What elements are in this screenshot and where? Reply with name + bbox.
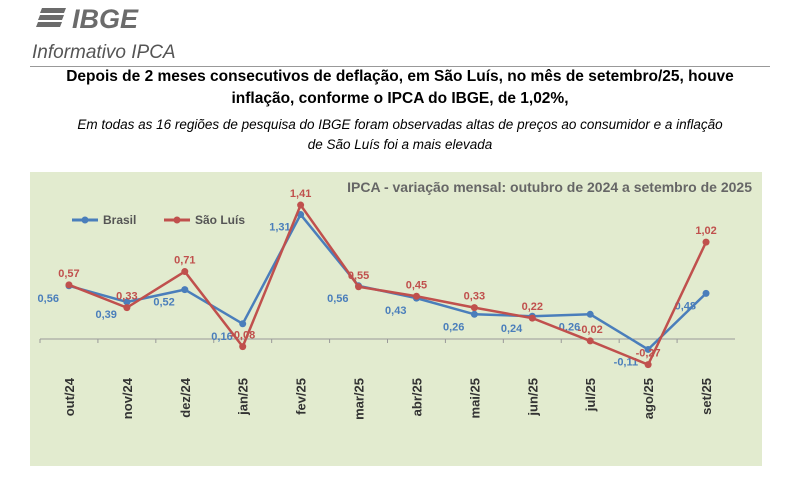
- x-tick-label: nov/24: [120, 377, 135, 419]
- data-label: 0,57: [58, 268, 79, 280]
- x-tick-label: set/25: [699, 378, 714, 415]
- data-point: [297, 211, 305, 219]
- data-point: [702, 289, 710, 297]
- data-label: 0,26: [443, 321, 464, 333]
- data-point: [297, 201, 305, 209]
- x-tick-label: mai/25: [467, 378, 482, 418]
- chart-title: IPCA - variação mensal: outubro de 2024 …: [347, 179, 752, 195]
- data-point: [412, 292, 420, 300]
- data-label: 1,02: [695, 225, 716, 237]
- x-tick-label: dez/24: [178, 377, 193, 418]
- divider: [30, 66, 770, 67]
- data-label: 0,71: [174, 255, 195, 267]
- x-tick-label: ago/25: [641, 378, 656, 419]
- data-label: -0,02: [578, 324, 603, 336]
- data-point: [528, 312, 536, 320]
- x-tick-label: jun/25: [525, 378, 540, 417]
- data-label: -0,27: [636, 348, 661, 360]
- legend-marker: [81, 216, 89, 224]
- data-point: [702, 238, 710, 246]
- data-point: [65, 282, 73, 290]
- logo: IBGE: [36, 4, 139, 34]
- data-point: [355, 282, 363, 290]
- data-point: [239, 343, 247, 351]
- data-point: [470, 304, 478, 312]
- legend-label: Brasil: [103, 213, 136, 227]
- legend-label: São Luís: [195, 213, 245, 227]
- data-label: 0,22: [522, 301, 543, 313]
- data-point: [65, 281, 73, 289]
- data-label: 0,56: [327, 293, 348, 305]
- data-label: -0,08: [230, 330, 255, 342]
- x-tick-label: out/24: [62, 377, 77, 416]
- data-point: [181, 268, 189, 276]
- logo-icon: [36, 8, 66, 27]
- data-label: 0,48: [675, 300, 696, 312]
- data-label: 0,43: [385, 305, 406, 317]
- data-point: [586, 337, 594, 345]
- data-label: 0,39: [95, 309, 116, 321]
- data-label: 0,33: [116, 291, 137, 303]
- data-label: 0,52: [153, 297, 174, 309]
- data-point: [644, 361, 652, 369]
- data-point: [528, 314, 536, 322]
- data-label: 1,41: [290, 188, 311, 200]
- data-point: [123, 304, 131, 312]
- x-tick-label: jul/25: [583, 378, 598, 412]
- x-tick-label: mar/25: [352, 378, 367, 420]
- series-line: [68, 212, 707, 352]
- data-label: 0,33: [464, 291, 485, 303]
- data-label: 0,24: [501, 323, 523, 335]
- data-point: [123, 298, 131, 306]
- subtitle: de São Luís foi a mais elevada: [307, 137, 493, 152]
- data-point: [644, 345, 652, 353]
- x-tick-label: abr/25: [409, 378, 424, 416]
- data-point: [470, 310, 478, 318]
- data-point: [239, 320, 247, 328]
- logo-text: IBGE: [72, 4, 139, 34]
- chart-background: [30, 172, 762, 466]
- section-title: Informativo IPCA: [32, 42, 176, 63]
- x-tick-label: fev/25: [294, 378, 309, 415]
- data-label: 0,45: [406, 279, 427, 291]
- data-label: 0,16: [211, 331, 232, 343]
- data-point: [181, 286, 189, 294]
- x-tick-label: jan/25: [236, 378, 251, 416]
- legend-marker: [173, 216, 181, 224]
- data-point: [412, 294, 420, 302]
- series-line: [68, 202, 708, 367]
- data-label: 1,31: [269, 222, 290, 234]
- data-label: 0,55: [348, 270, 369, 282]
- data-label: -0,11: [614, 356, 638, 368]
- data-point: [355, 283, 363, 291]
- subtitle: Em todas as 16 regiões de pesquisa do IB…: [77, 117, 723, 132]
- data-point: [586, 310, 594, 318]
- data-label: 0,56: [38, 293, 59, 305]
- headline: Depois de 2 meses consecutivos de deflaç…: [66, 68, 734, 85]
- headline: inflação, conforme o IPCA do IBGE, de 1,…: [231, 90, 569, 107]
- data-label: 0,26: [559, 321, 580, 333]
